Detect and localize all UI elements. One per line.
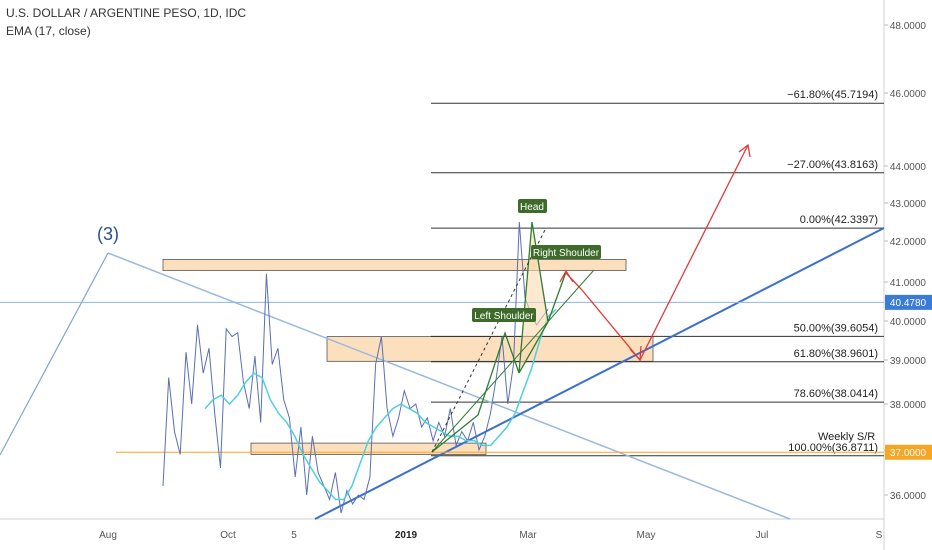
- ascending-trendline[interactable]: [314, 227, 885, 520]
- price-tick-label: 42.0000: [890, 237, 927, 248]
- time-tick-label: 5: [291, 530, 297, 541]
- time-tick-label: Aug: [99, 530, 117, 541]
- projection-arrow-down: [629, 345, 642, 362]
- weekly-sr-label: Weekly S/R: [818, 431, 875, 443]
- price-tick-label: 48.0000: [890, 21, 927, 32]
- projection-arrow-up: [738, 143, 751, 158]
- small-arrow-up: [559, 269, 574, 283]
- supply-demand-zone[interactable]: [250, 442, 487, 455]
- descending-trendline[interactable]: [107, 252, 791, 520]
- time-tick-label: Oct: [220, 530, 236, 541]
- fib-level-label: −61.80%(45.7194): [787, 89, 878, 101]
- price-tick-label: 44.0000: [890, 162, 927, 173]
- supply-demand-zone[interactable]: [162, 259, 627, 271]
- price-tick-label: 39.0000: [890, 356, 927, 367]
- fib-level-label: 100.00%(36.8711): [788, 442, 878, 454]
- svg-text:Left Shoulder: Left Shoulder: [474, 311, 534, 322]
- fib-level-label: 0.00%(42.3397): [800, 214, 878, 226]
- price-series-line[interactable]: [162, 221, 549, 514]
- price-tick-label: 46.0000: [890, 89, 927, 100]
- svg-text:37.0000: 37.0000: [890, 448, 927, 459]
- fib-level-label: 50.00%(39.6054): [794, 322, 878, 334]
- time-tick-label: 2019: [395, 530, 418, 541]
- fib-level-label: 78.60%(38.0414): [794, 388, 878, 400]
- time-tick-label: Jul: [756, 530, 769, 541]
- svg-text:Right Shoulder: Right Shoulder: [533, 248, 600, 259]
- left-shoulder-tag[interactable]: Left Shoulder: [472, 308, 536, 322]
- fib-level-label: −27.00%(43.8163): [787, 159, 878, 171]
- current-price-badge: 40.4780: [885, 294, 932, 310]
- wave-up-line[interactable]: [0, 252, 109, 456]
- projection-path[interactable]: [565, 144, 749, 362]
- price-tick-label: 36.0000: [890, 491, 927, 502]
- wave-3-label: (3): [97, 224, 119, 244]
- price-tick-label: 43.0000: [890, 199, 927, 210]
- symbol-title: U.S. DOLLAR / ARGENTINE PESO, 1D, IDC: [6, 6, 247, 20]
- head-shoulders-pattern[interactable]: [431, 221, 567, 453]
- indicator-label[interactable]: EMA (17, close): [6, 24, 91, 38]
- fib-level-label: 61.80%(38.9601): [794, 348, 878, 360]
- price-axis[interactable]: 36.0000 37.0000 38.0000 39.0000 40.0000 41.00…: [884, 21, 926, 502]
- time-tick-label: S: [876, 530, 883, 541]
- head-tag[interactable]: Head: [518, 199, 547, 213]
- time-tick-label: Mar: [519, 530, 537, 541]
- time-tick-label: May: [637, 530, 656, 541]
- price-tick-label: 38.0000: [890, 400, 927, 411]
- time-axis[interactable]: Aug Oct 5 2019 Mar May Jul S: [99, 530, 883, 541]
- right-shoulder-tag[interactable]: Right Shoulder: [531, 245, 601, 259]
- price-tick-label: 41.0000: [890, 278, 927, 289]
- svg-text:Head: Head: [520, 202, 544, 213]
- price-tick-label: 40.0000: [890, 317, 927, 328]
- neckline[interactable]: [431, 269, 595, 453]
- svg-text:40.4780: 40.4780: [890, 298, 927, 309]
- support-price-badge: 37.0000: [885, 444, 932, 460]
- ema-series-line[interactable]: [204, 308, 557, 501]
